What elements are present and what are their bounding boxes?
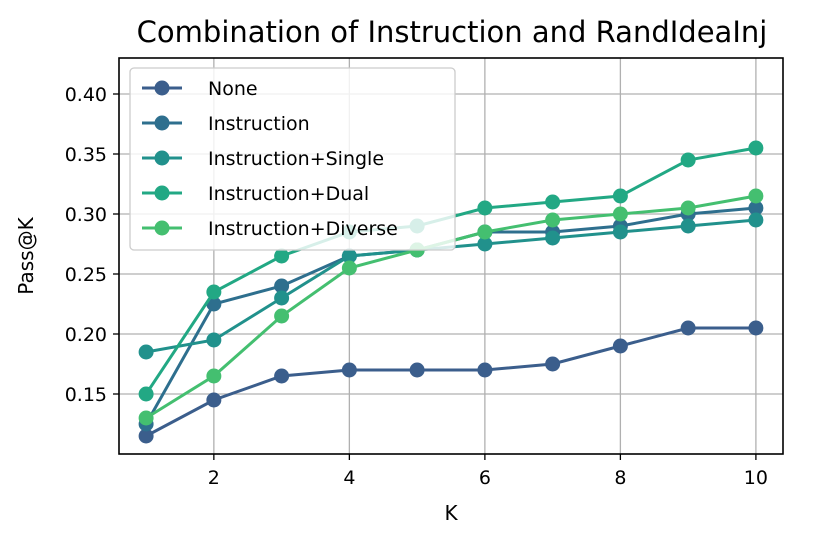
data-point — [341, 248, 357, 264]
data-point — [274, 278, 290, 294]
legend-item: Instruction+Diverse — [142, 218, 398, 240]
x-axis-label: K — [444, 501, 458, 525]
data-point — [409, 362, 425, 378]
data-point — [206, 332, 222, 348]
x-tick-label: 10 — [744, 467, 768, 489]
data-point — [138, 386, 154, 402]
data-point — [680, 218, 696, 234]
data-point — [545, 230, 561, 246]
y-tick-label: 0.30 — [65, 204, 107, 226]
data-point — [612, 224, 628, 240]
chart-title: Combination of Instruction and RandIdeaI… — [137, 15, 768, 49]
y-tick-label: 0.40 — [65, 84, 107, 106]
ticks: 2 4 6 8 10 0.15 0.20 0.25 0.30 0.35 0.40 — [65, 84, 768, 489]
legend-marker — [154, 150, 170, 166]
data-point — [545, 212, 561, 228]
data-point — [274, 308, 290, 324]
data-point — [206, 392, 222, 408]
legend-label: None — [208, 78, 258, 100]
x-tick-label: 2 — [208, 467, 220, 489]
legend-label: Instruction+Diverse — [208, 218, 398, 240]
legend-marker — [154, 220, 170, 236]
data-point — [341, 362, 357, 378]
y-tick-label: 0.25 — [65, 264, 107, 286]
legend-item: None — [142, 78, 258, 100]
data-point — [206, 284, 222, 300]
data-point — [274, 368, 290, 384]
data-point — [206, 368, 222, 384]
data-point — [138, 344, 154, 360]
data-point — [477, 200, 493, 216]
data-point — [341, 260, 357, 276]
y-tick-label: 0.35 — [65, 144, 107, 166]
data-point — [748, 320, 764, 336]
data-point — [680, 152, 696, 168]
legend-box — [129, 67, 456, 251]
data-point — [612, 188, 628, 204]
legend-label: Instruction+Dual — [208, 183, 369, 205]
data-point — [477, 362, 493, 378]
data-point — [545, 356, 561, 372]
legend-label: Instruction+Single — [208, 148, 384, 170]
x-tick-label: 4 — [343, 467, 355, 489]
series-line — [145, 326, 756, 438]
legend-item: Instruction+Single — [142, 148, 384, 170]
legend-marker — [154, 185, 170, 201]
data-point — [748, 200, 764, 216]
data-point — [477, 224, 493, 240]
data-point — [748, 140, 764, 156]
plot-frame — [118, 57, 784, 455]
legend-label: Instruction — [208, 113, 310, 135]
data-point — [748, 212, 764, 228]
data-point — [138, 428, 154, 444]
data-point — [748, 188, 764, 204]
data-point — [545, 194, 561, 210]
series-0 — [138, 320, 764, 444]
y-axis-label: Pass@K — [14, 216, 38, 294]
x-tick-label: 6 — [479, 467, 491, 489]
legend: None Instruction Instruction+Single Instruc… — [129, 67, 456, 251]
data-point — [274, 290, 290, 306]
data-point — [274, 248, 290, 264]
data-point — [680, 320, 696, 336]
legend-marker — [154, 115, 170, 131]
data-point — [477, 236, 493, 252]
legend-item: Instruction+Dual — [142, 183, 369, 205]
y-tick-label: 0.15 — [65, 384, 107, 406]
data-point — [612, 338, 628, 354]
x-tick-label: 8 — [614, 467, 626, 489]
legend-marker — [154, 80, 170, 96]
data-point — [138, 410, 154, 426]
legend-item: Instruction — [142, 113, 310, 135]
data-point — [612, 206, 628, 222]
data-point — [680, 200, 696, 216]
y-tick-label: 0.20 — [65, 324, 107, 346]
